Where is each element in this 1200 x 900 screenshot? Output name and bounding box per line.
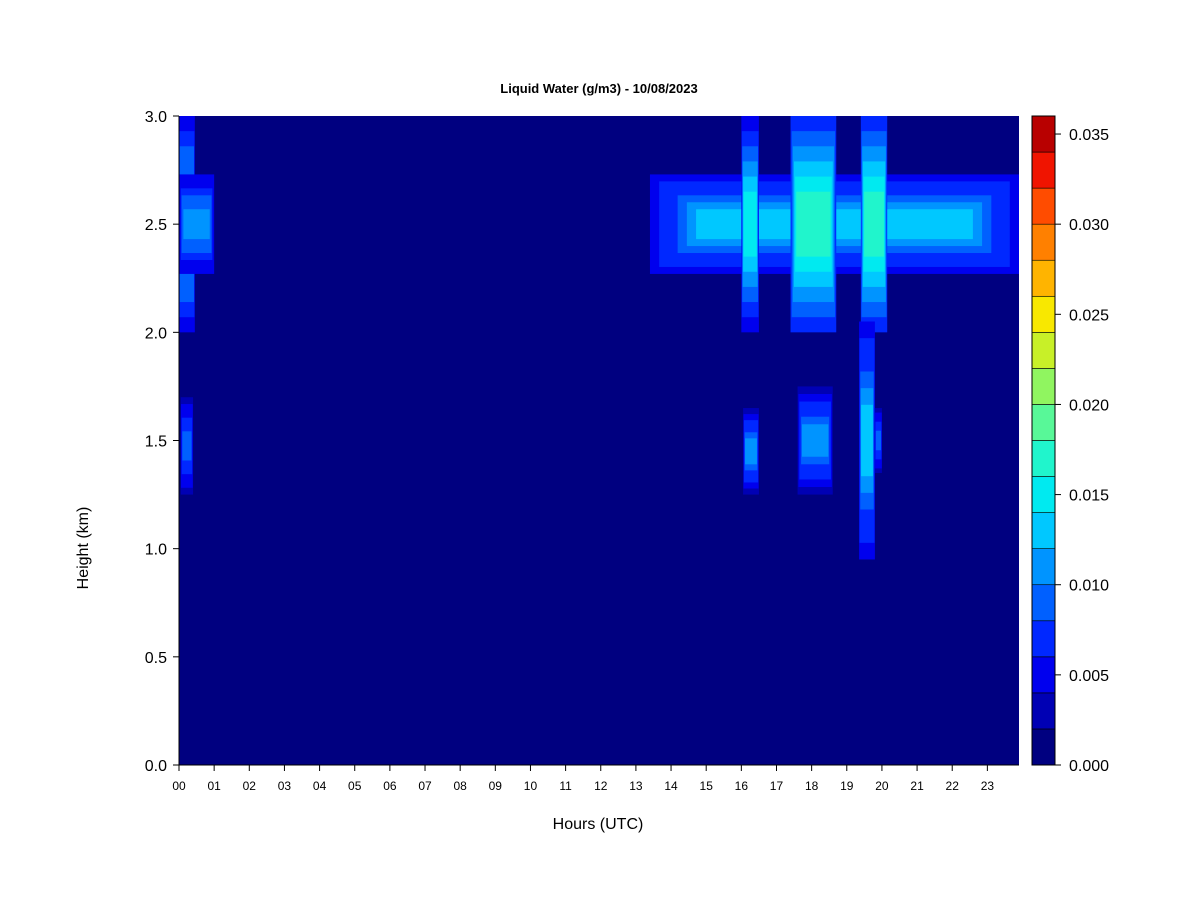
colorbar-swatch xyxy=(1031,728,1056,766)
heatmap-cell xyxy=(745,438,757,465)
x-axis: 00 01 02 03 04 05 06 07 08 09 10 11 12 13 14 15 16 17 18 19… xyxy=(172,764,1019,793)
x-tick-label: 02 xyxy=(243,779,257,793)
x-tick-label: 20 xyxy=(875,779,889,793)
x-tick-label: 04 xyxy=(313,779,327,793)
colorbar-tick-label: 0.030 xyxy=(1069,217,1109,234)
colorbar-tick-label: 0.000 xyxy=(1069,758,1109,775)
colorbar-swatch xyxy=(1031,404,1056,441)
y-tick-label: 1.0 xyxy=(145,542,167,559)
colorbar-tick-label: 0.025 xyxy=(1069,307,1109,324)
colorbar-swatch xyxy=(1031,115,1056,153)
x-tick-label: 19 xyxy=(840,779,854,793)
x-tick-label: 00 xyxy=(172,779,186,793)
x-tick-label: 01 xyxy=(207,779,221,793)
colorbar-swatch xyxy=(1031,223,1056,261)
colorbar-tick-label: 0.005 xyxy=(1069,668,1109,685)
colorbar-swatch xyxy=(1031,440,1056,477)
plot-area xyxy=(179,116,1019,765)
x-tick-label: 11 xyxy=(559,779,572,793)
colorbar-tick-label: 0.035 xyxy=(1069,127,1109,144)
heatmap-cell xyxy=(743,191,757,257)
colorbar-swatch xyxy=(1031,620,1056,658)
colorbar-swatch xyxy=(1031,476,1056,513)
colorbar-swatch xyxy=(1031,259,1056,297)
colorbar-swatch xyxy=(1031,692,1056,730)
colorbar-tick-label: 0.020 xyxy=(1069,397,1109,414)
heatmap-cells xyxy=(179,116,1019,560)
colorbar-swatch xyxy=(1031,368,1056,405)
x-tick-label: 05 xyxy=(348,779,362,793)
colorbar-tick-label: 0.010 xyxy=(1069,578,1109,595)
heatmap-cell xyxy=(801,424,829,457)
colorbar-swatch xyxy=(1031,332,1056,369)
x-tick-label: 12 xyxy=(594,779,608,793)
colorbar xyxy=(1031,115,1056,766)
heatmap-cell xyxy=(796,191,831,257)
x-tick-label: 08 xyxy=(453,779,467,793)
y-axis: 0.0 0.5 1.0 1.5 2.0 2.5 3.0 xyxy=(145,109,180,775)
chart-title: Liquid Water (g/m3) - 10/08/2023 xyxy=(500,81,697,96)
x-tick-label: 22 xyxy=(946,779,960,793)
y-tick-label: 1.5 xyxy=(145,434,167,451)
colorbar-swatch xyxy=(1031,548,1056,586)
x-tick-label: 18 xyxy=(805,779,819,793)
x-tick-label: 03 xyxy=(278,779,292,793)
x-tick-label: 10 xyxy=(524,779,538,793)
x-tick-label: 13 xyxy=(629,779,643,793)
colorbar-ticks: 0.000 0.005 0.010 0.015 0.020 0.025 0.030 0.035 xyxy=(1055,127,1109,775)
x-tick-label: 21 xyxy=(910,779,924,793)
x-tick-label: 17 xyxy=(770,779,784,793)
heatmap-cell xyxy=(182,431,192,461)
y-tick-label: 0.0 xyxy=(145,758,167,775)
heatmap-cell xyxy=(861,404,873,477)
colorbar-swatch xyxy=(1031,187,1056,225)
y-tick-label: 0.5 xyxy=(145,650,167,667)
y-tick-label: 2.0 xyxy=(145,325,167,342)
y-axis-label: Height (km) xyxy=(75,507,92,590)
colorbar-swatch xyxy=(1031,656,1056,694)
x-tick-label: 14 xyxy=(664,779,678,793)
x-axis-label: Hours (UTC) xyxy=(553,816,644,833)
x-tick-label: 15 xyxy=(700,779,714,793)
x-tick-label: 09 xyxy=(489,779,503,793)
x-tick-label: 06 xyxy=(383,779,397,793)
heatmap-cell xyxy=(864,191,884,257)
heatmap-cell xyxy=(183,209,210,240)
x-tick-label: 07 xyxy=(418,779,432,793)
colorbar-tick-label: 0.015 xyxy=(1069,488,1109,505)
y-tick-label: 3.0 xyxy=(145,109,167,126)
colorbar-swatch xyxy=(1031,151,1056,189)
colorbar-swatch xyxy=(1031,512,1056,549)
colorbar-swatch xyxy=(1031,295,1056,333)
x-tick-label: 16 xyxy=(735,779,749,793)
colorbar-frame xyxy=(1031,115,1056,766)
heatmap-cell xyxy=(875,430,882,451)
x-tick-label: 23 xyxy=(981,779,995,793)
colorbar-swatch xyxy=(1031,584,1056,622)
y-tick-label: 2.5 xyxy=(145,217,167,234)
